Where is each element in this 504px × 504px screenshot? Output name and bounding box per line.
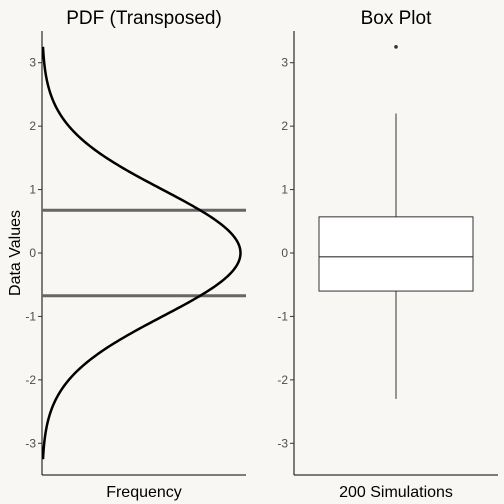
box-y-ticks: -3 -2 -1 0 1 2 3 (277, 56, 294, 450)
box-panel-title: Box Plot (361, 8, 432, 29)
pdf-x-axis-label: Frequency (106, 484, 182, 501)
box-x-axis-label: 200 Simulations (339, 484, 453, 501)
box-tick-label: 2 (281, 119, 288, 133)
box-tick-label: 3 (281, 56, 288, 70)
pdf-tick-label: 2 (29, 119, 36, 133)
box-tick-label: -1 (277, 309, 288, 323)
pdf-panel: PDF (Transposed) Frequency Data Values -… (7, 8, 246, 501)
outlier-point (394, 45, 398, 49)
pdf-tick-label: 0 (29, 246, 36, 260)
pdf-y-axis-label: Data Values (7, 210, 24, 296)
box-panel: Box Plot 200 Simulations -3 -2 -1 0 1 2 3 (277, 8, 498, 501)
pdf-panel-title: PDF (Transposed) (66, 8, 222, 29)
pdf-tick-label: -3 (25, 436, 36, 450)
box-tick-label: -3 (277, 436, 288, 450)
pdf-tick-label: -1 (25, 309, 36, 323)
pdf-quantile-lines (42, 208, 246, 298)
iqr-box (318, 216, 474, 292)
box-plot (318, 45, 474, 399)
pdf-tick-label: 3 (29, 56, 36, 70)
box-tick-label: 0 (281, 246, 288, 260)
box-tick-label: -2 (277, 373, 288, 387)
pdf-tick-label: 1 (29, 183, 36, 197)
pdf-tick-label: -2 (25, 373, 36, 387)
pdf-curve (41, 46, 242, 460)
pdf-y-ticks: -3 -2 -1 0 1 2 3 (25, 56, 42, 450)
box-tick-label: 1 (281, 183, 288, 197)
